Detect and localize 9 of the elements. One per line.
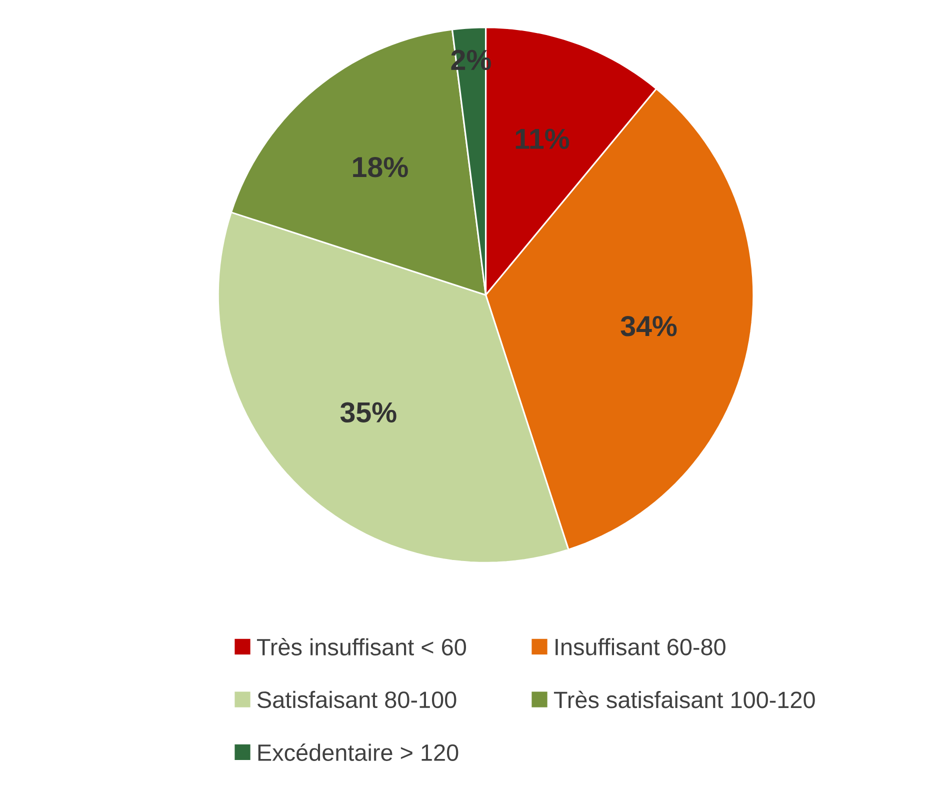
legend-label: Excédentaire > 120 [258,743,458,761]
data-label: 34% [620,316,677,336]
legend-label: Insuffisant 60-80 [556,638,726,656]
data-label: 18% [353,156,408,178]
legend-label: Très satisfaisant 100-120 [554,690,815,708]
data-label: 35% [340,402,396,423]
legend-label: Très insuffisant < 60 [256,638,466,656]
legend-label: Satisfaisant 80-100 [258,690,456,708]
data-label: 11% [516,128,570,149]
